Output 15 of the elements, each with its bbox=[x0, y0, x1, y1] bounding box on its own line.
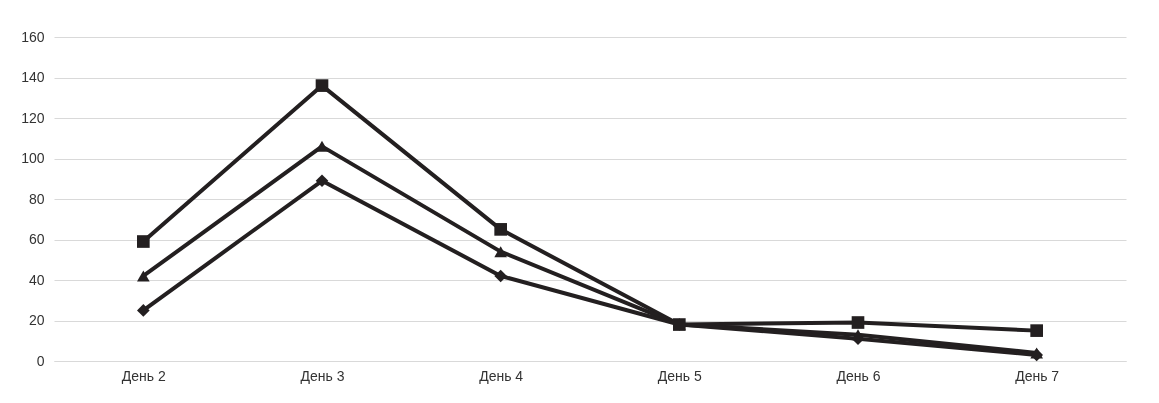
y-tick-label: 40 bbox=[28, 271, 45, 288]
y-tick-label: 140 bbox=[21, 69, 45, 85]
x-tick-label: День 4 bbox=[479, 367, 524, 384]
y-tick-label: 160 bbox=[21, 28, 45, 45]
x-tick-label: День 7 bbox=[1015, 367, 1060, 384]
x-tick-label: День 5 bbox=[657, 367, 703, 384]
y-tick-label: 20 bbox=[28, 312, 45, 328]
x-tick-label: День 6 bbox=[836, 367, 881, 384]
y-tick-label: 120 bbox=[21, 109, 45, 126]
x-tick-label: День 3 bbox=[300, 367, 345, 384]
y-tick-label: 0 bbox=[36, 352, 45, 369]
y-tick-label: 60 bbox=[28, 231, 45, 247]
y-tick-label: 100 bbox=[21, 150, 45, 166]
x-tick-label: День 2 bbox=[121, 367, 167, 384]
y-tick-label: 80 bbox=[28, 190, 45, 207]
